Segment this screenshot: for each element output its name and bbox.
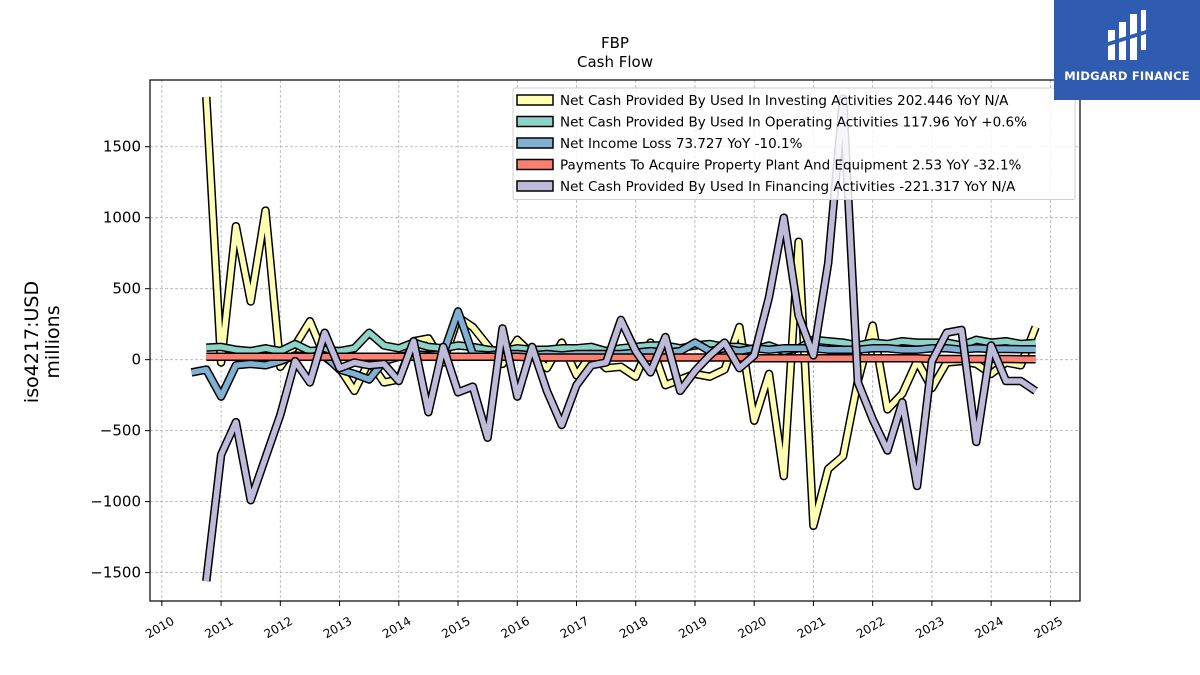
legend-swatch [516, 137, 554, 149]
x-tick-label: 2019 [676, 614, 709, 641]
series-line-5 [203, 95, 1038, 582]
y-tick-label: 0 [131, 351, 141, 369]
x-tick-label: 2014 [380, 614, 413, 641]
legend-frame [512, 87, 1076, 200]
logo-text: MIDGARD FINANCE [1064, 69, 1190, 83]
series-line-4 [206, 354, 1036, 362]
x-tick-label: 2020 [735, 614, 768, 641]
y-tick-label: 500 [112, 280, 141, 298]
chart-title: FBP [601, 34, 629, 52]
x-tick-label: 2024 [972, 614, 1005, 641]
y-tick-label: −1000 [90, 493, 141, 511]
legend-entry: Net Income Loss 73.727 YoY -10.1% [560, 136, 803, 152]
y-tick-label: 1500 [103, 138, 141, 156]
x-tick-label: 2011 [202, 614, 235, 641]
x-tick-label: 2017 [558, 614, 591, 641]
x-tick-label: 2016 [499, 614, 532, 641]
y-tick-label: −500 [100, 422, 141, 440]
legend-swatch [516, 158, 554, 171]
legend: Net Cash Provided By Used In Investing A… [512, 87, 1076, 200]
legend-entry: Payments To Acquire Property Plant And E… [560, 158, 1022, 174]
y-tick-label: −1500 [90, 564, 141, 582]
y-tick-label: 1000 [103, 209, 141, 227]
legend-entry: Net Cash Provided By Used In Financing A… [560, 179, 1016, 195]
legend-entry: Net Cash Provided By Used In Operating A… [560, 115, 1027, 131]
x-tick-label: 2018 [617, 614, 650, 641]
x-tick-label: 2023 [913, 614, 946, 641]
midgard-finance-logo: MIDGARD FINANCE [1054, 0, 1200, 100]
legend-swatch [516, 180, 554, 192]
series-lines [190, 94, 1040, 582]
x-tick-label: 2025 [1032, 614, 1065, 641]
series-line-2 [206, 329, 1036, 354]
legend-entry: Net Cash Provided By Used In Investing A… [560, 93, 1009, 109]
x-tick-label: 2012 [262, 614, 295, 641]
y-axis-label: iso4217:USDmillions [21, 281, 64, 403]
x-tick-label: 2010 [143, 614, 176, 641]
legend-swatch [516, 94, 554, 106]
legend-swatch [516, 115, 554, 128]
x-tick-label: 2013 [321, 614, 354, 641]
x-tick-label: 2022 [854, 614, 887, 641]
plot-area-frame [149, 79, 1081, 602]
series-line-1 [203, 96, 1039, 529]
chart-subtitle: Cash Flow [577, 53, 653, 71]
x-tick-label: 2015 [439, 614, 472, 641]
logo-mark-icon [1108, 10, 1146, 60]
x-tick-label: 2021 [795, 614, 828, 641]
